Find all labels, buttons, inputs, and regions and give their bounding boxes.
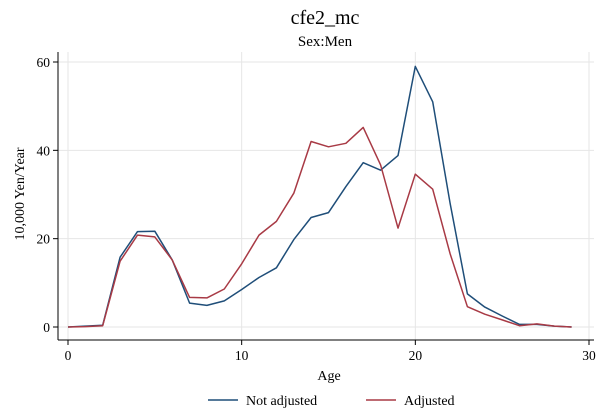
- legend: Not adjusted Adjusted: [208, 394, 455, 409]
- series-line-not-adjusted: [67, 65, 572, 328]
- x-axis-ticks: 0 10 20 30: [65, 340, 596, 363]
- y-tick-label: 40: [37, 143, 51, 158]
- chart-title: cfe2_mc: [291, 7, 360, 29]
- x-tick-label: 0: [65, 348, 72, 363]
- legend-label-adjusted: Adjusted: [404, 394, 455, 409]
- y-tick-label: 20: [37, 232, 51, 247]
- x-axis-label: Age: [317, 369, 340, 384]
- chart-subtitle: Sex:Men: [298, 34, 353, 50]
- legend-label-not-adjusted: Not adjusted: [246, 394, 317, 409]
- x-tick-label: 20: [409, 348, 423, 363]
- y-tick-label: 0: [43, 320, 50, 335]
- x-tick-label: 30: [582, 348, 596, 363]
- y-tick-label: 60: [37, 55, 51, 70]
- y-axis-label: 10,000 Yen/Year: [13, 147, 28, 240]
- y-axis-ticks: 0 20 40 60: [37, 55, 58, 335]
- series-line-adjusted: [67, 126, 572, 328]
- series-lines: [67, 65, 572, 328]
- x-tick-label: 10: [235, 348, 249, 363]
- gridlines: [58, 52, 594, 340]
